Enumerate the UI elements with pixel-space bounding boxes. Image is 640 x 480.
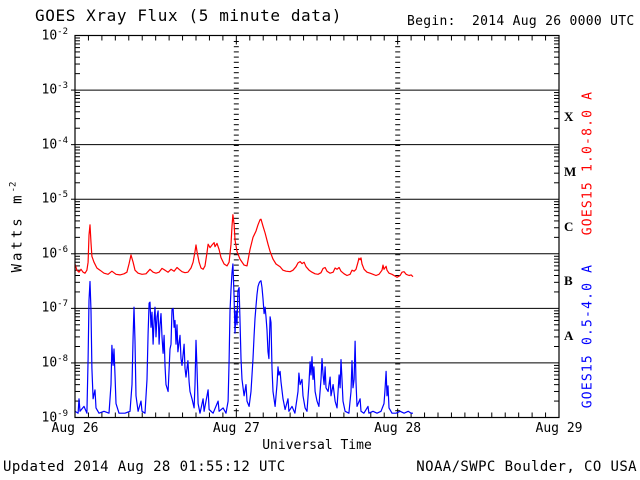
x-tick-label: Aug 28 xyxy=(374,421,422,436)
updated-timestamp: Updated 2014 Aug 28 01:55:12 UTC xyxy=(3,459,286,475)
y-tick-label: 10-9 xyxy=(41,408,69,425)
y-tick-label: 10-2 xyxy=(41,26,69,43)
flare-class-letter-a: A xyxy=(564,327,574,343)
y-tick-label: 10-4 xyxy=(41,135,69,152)
series-label-short-channel: GOES15 0.5-4.0 A xyxy=(580,263,596,409)
y-tick-label: 10-6 xyxy=(41,244,69,262)
flare-class-letter-x: X xyxy=(564,109,574,125)
chart-title: GOES Xray Flux (5 minute data) xyxy=(35,6,342,25)
y-tick-label: 10-7 xyxy=(41,299,69,316)
source-credit: NOAA/SWPC Boulder, CO USA xyxy=(416,459,637,475)
y-tick-label: 10-5 xyxy=(41,190,69,207)
series-label-long-channel: GOES15 1.0-8.0 A xyxy=(580,90,596,236)
x-tick-label: Aug 27 xyxy=(212,421,260,436)
flare-class-letter-m: M xyxy=(564,163,577,179)
y-tick-label: 10-8 xyxy=(41,353,69,371)
x-axis-label: Universal Time xyxy=(262,438,372,453)
y-tick-label: 10-3 xyxy=(41,81,69,98)
x-tick-label: Aug 26 xyxy=(51,421,99,436)
flare-class-letter-b: B xyxy=(564,273,573,289)
flare-class-letter-c: C xyxy=(564,218,574,234)
begin-timestamp: Begin: 2014 Aug 26 0000 UTC xyxy=(407,14,635,29)
x-tick-label: Aug 29 xyxy=(535,421,583,436)
